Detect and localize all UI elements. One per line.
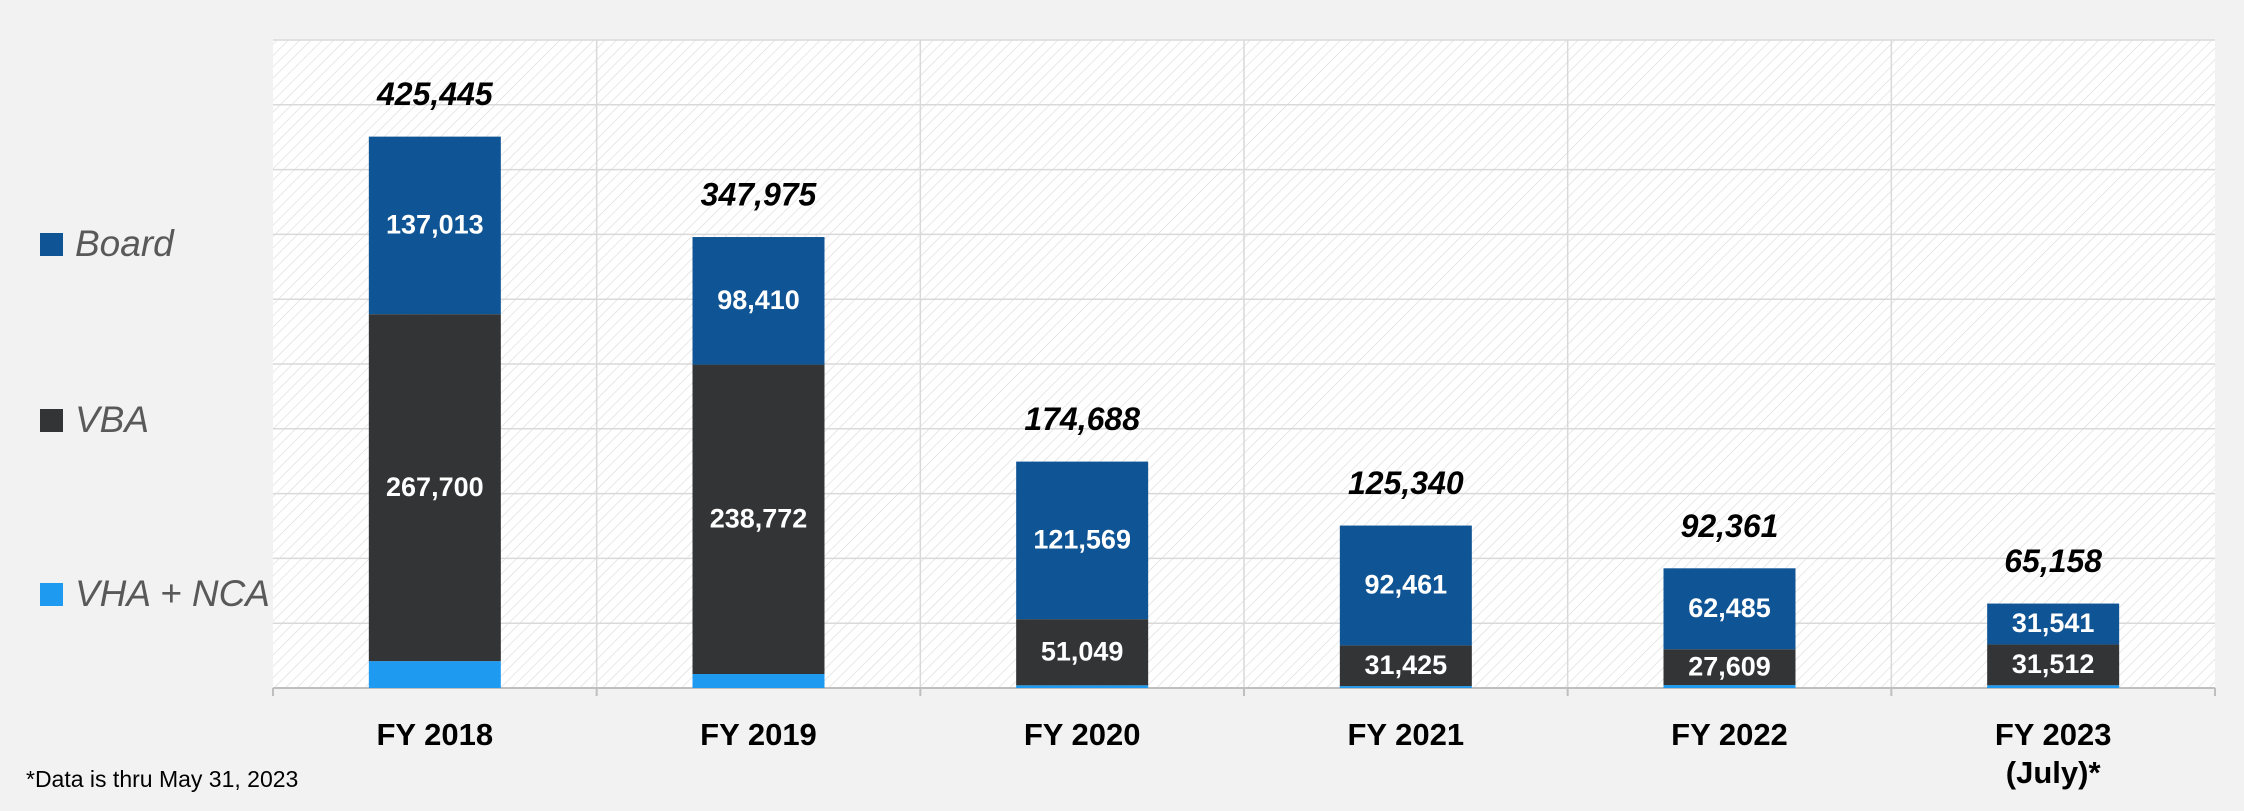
value-label: 267,700 (386, 472, 484, 502)
x-tick-label: FY 2020 (1024, 717, 1141, 752)
bar-segment (1987, 685, 2120, 688)
legend-swatch (40, 409, 63, 432)
value-label: 62,485 (1688, 593, 1771, 623)
legend-swatch (40, 233, 63, 256)
bar-segment (692, 674, 825, 688)
x-tick-label: FY 2018 (377, 717, 494, 752)
bar-segment (1663, 568, 1796, 650)
bar-segment (1016, 461, 1149, 620)
legend-label: VHA + NCA (75, 573, 270, 614)
value-label: 238,772 (710, 503, 808, 533)
bar-segment (1339, 686, 1472, 688)
total-label: 125,340 (1348, 465, 1464, 501)
bar-segment (368, 136, 501, 315)
value-label: 31,512 (2012, 649, 2095, 679)
total-label: 65,158 (2004, 543, 2102, 579)
bar-segment (1663, 685, 1796, 688)
value-label: 27,609 (1688, 651, 1771, 681)
bar-segment (1339, 645, 1472, 687)
bar-segment (1987, 644, 2120, 686)
bar-segment (1016, 619, 1149, 686)
total-label: 92,361 (1681, 508, 1779, 544)
bar-segment (1339, 525, 1472, 646)
bar-segment (1663, 649, 1796, 686)
bar-segment (1016, 685, 1149, 688)
legend-swatch (40, 583, 63, 606)
bar-segment (368, 314, 501, 662)
total-label: 425,445 (376, 76, 494, 112)
footnote: *Data is thru May 31, 2023 (26, 766, 298, 792)
x-tick-label: FY 2023 (July)* (1995, 717, 2112, 790)
total-label: 174,688 (1024, 401, 1140, 437)
value-label: 92,461 (1365, 570, 1448, 600)
value-label: 98,410 (717, 285, 800, 315)
value-label: 31,425 (1365, 650, 1448, 680)
value-label: 51,049 (1041, 636, 1124, 666)
x-tick-label: FY 2021 (1348, 717, 1465, 752)
value-label: 121,569 (1033, 525, 1131, 555)
total-label: 347,975 (701, 176, 818, 212)
x-tick-label: FY 2022 (1671, 717, 1788, 752)
x-tick-label: FY 2019 (700, 717, 817, 752)
legend-label: Board (75, 223, 175, 264)
bar-segment (1987, 603, 2120, 645)
value-label: 137,013 (386, 210, 484, 240)
bar-segment (692, 364, 825, 675)
legend-label: VBA (75, 399, 149, 440)
value-label: 31,541 (2012, 608, 2095, 638)
bar-segment (368, 661, 501, 688)
bar-segment (692, 237, 825, 365)
